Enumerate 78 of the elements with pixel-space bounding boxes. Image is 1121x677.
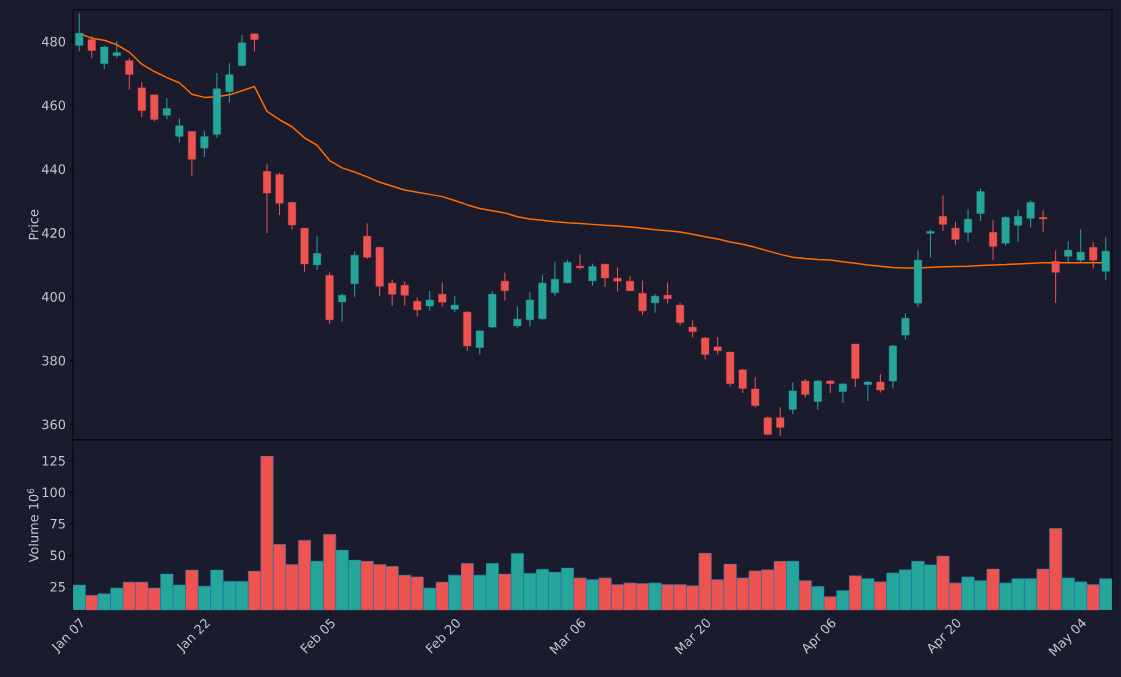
candlestick: [137, 81, 146, 118]
candlestick: [1076, 228, 1085, 264]
candlestick: [425, 290, 434, 312]
x-tick-label: Mar 20: [674, 618, 711, 655]
x-tick-label: Jan 22: [176, 618, 211, 655]
candlestick: [1026, 199, 1035, 228]
candlestick: [1039, 209, 1048, 233]
x-tick-label: Apr 06: [802, 618, 836, 654]
candlestick: [1101, 236, 1110, 281]
y-axis-title: Price: [28, 209, 39, 240]
candlestick: [989, 219, 998, 261]
candlestick: [1014, 208, 1023, 243]
x-tick-label: Jan 07: [51, 617, 83, 655]
candlestick: [87, 35, 96, 59]
y-tick-label: 440: [41, 164, 66, 175]
x-tick-label: Apr 20: [927, 618, 961, 654]
candlestick: [250, 32, 259, 52]
candlestick: [513, 305, 522, 329]
candlestick: [613, 266, 622, 292]
candlestick: [400, 280, 409, 307]
candlestick: [876, 373, 885, 393]
candlestick: [475, 329, 484, 356]
candlestick: [751, 376, 760, 408]
candlestick: [588, 263, 597, 287]
candlestick: [200, 130, 209, 158]
candlestick: [100, 44, 109, 70]
candlestick: [313, 235, 322, 271]
candlestick: [638, 280, 647, 316]
y-tick-label: 100: [42, 487, 66, 498]
candlestick: [1064, 240, 1073, 263]
y-tick-label: 380: [42, 355, 66, 366]
candlestick: [926, 228, 935, 259]
candlestick: [901, 312, 910, 341]
y-tick-label: 400: [41, 291, 66, 302]
x-tick-label: Feb 05: [300, 618, 335, 654]
candlestick: [338, 293, 347, 323]
candlestick: [951, 221, 960, 246]
candlestick: [738, 368, 747, 394]
candlestick: [964, 208, 972, 243]
y-tick-label: 25: [50, 581, 65, 592]
candlestick: [776, 406, 785, 437]
candlestick: [576, 253, 584, 271]
candlestick: [75, 12, 84, 52]
candlestick: [813, 379, 822, 411]
candlestick: [663, 281, 672, 304]
x-tick-label: Feb 20: [425, 619, 460, 654]
candlestick: [863, 380, 872, 402]
candlestick: [838, 382, 847, 404]
y-tick-label: 360: [42, 419, 66, 430]
candlestick: [162, 97, 171, 120]
y-tick-label: 460: [41, 100, 66, 111]
y-tick-label: 480: [41, 36, 66, 47]
y-tick-label: 420: [41, 228, 66, 238]
candlestick: [939, 194, 947, 232]
y-tick-label: 125: [42, 455, 65, 466]
candlestick: [550, 261, 559, 297]
y-axis-title: Volume 10$^{6}$: [27, 488, 39, 563]
candlestick: [1089, 241, 1098, 269]
candlestick: [651, 293, 660, 314]
candlestick: [788, 381, 797, 415]
candlestick: [413, 296, 422, 318]
candlestick: [976, 187, 985, 222]
candlestick: [288, 201, 296, 230]
candlestick: [388, 279, 397, 307]
candlestick: [175, 117, 184, 143]
candlestick: [676, 302, 685, 326]
y-tick-label: 50: [50, 550, 66, 561]
candlestick: [801, 378, 810, 399]
y-tick-label: 75: [50, 518, 65, 529]
candlestick: [225, 62, 234, 103]
candlestick: [263, 163, 271, 234]
candlestick: [500, 272, 509, 302]
candlestick: [438, 281, 447, 308]
candlestick: [525, 291, 534, 327]
candlestick: [125, 57, 134, 90]
candlestick: [363, 222, 372, 260]
candlestick: [238, 34, 246, 67]
candlestick: [1051, 249, 1060, 304]
